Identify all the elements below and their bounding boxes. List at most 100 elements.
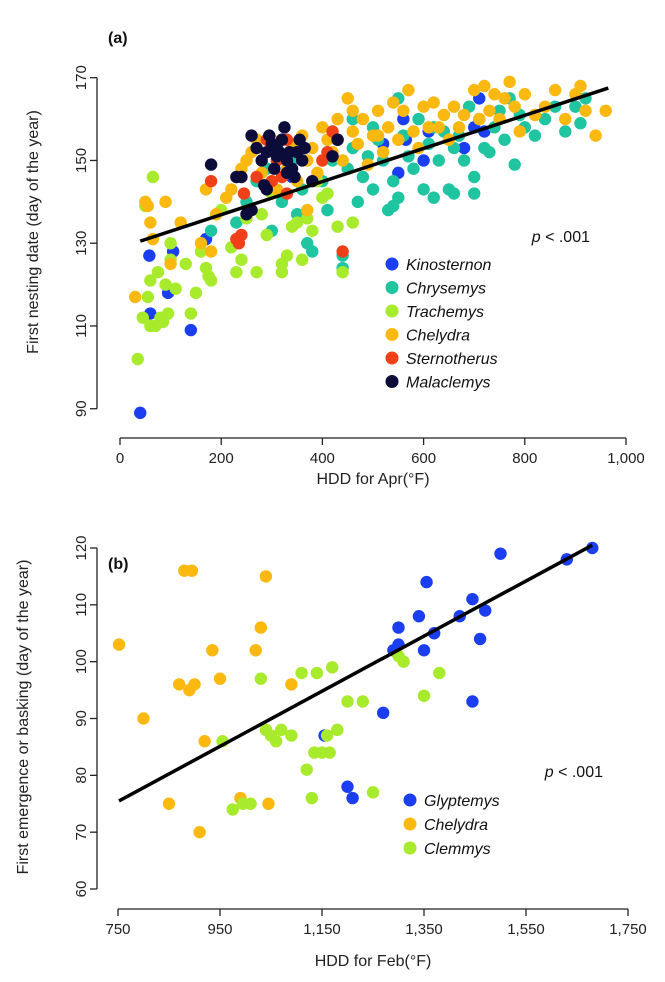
panel-a-point-chrysemys <box>498 133 511 146</box>
panel-a-point-chelydra <box>427 96 440 109</box>
panel-b-point-clemmys <box>323 746 336 759</box>
panel-a-point-sternotherus <box>235 228 248 242</box>
panel-b-p-rest: < .001 <box>554 764 603 781</box>
panel-a-point-trachemys <box>260 228 273 242</box>
panel-b-point-clemmys <box>300 763 313 776</box>
panel-a-point-malaclemys <box>275 133 289 146</box>
panel-b-point-glyptemys <box>346 791 359 805</box>
panel-a-point-chelydra <box>316 121 329 134</box>
panel-b-p-symbol: p <box>544 764 554 781</box>
panel-b-point-glyptemys <box>392 621 405 634</box>
panel-b-point-chelydra <box>173 678 186 691</box>
panel-b-point-glyptemys <box>473 632 487 646</box>
panel-b-legend-swatch-glyptemys <box>403 793 417 807</box>
panel-a-y-tick-label: 90 <box>73 400 90 417</box>
panel-b-point-clemmys <box>397 655 410 668</box>
panel-a-point-malaclemys <box>278 121 291 134</box>
panel-a-legend: Kinosternon Chrysemys Trachemys Chelydra Ste… <box>385 257 498 392</box>
panel-b-y-tick-label: 70 <box>73 824 90 841</box>
panel-a-point-chelydra <box>301 203 314 217</box>
panel-a-point-chelydra <box>589 129 602 142</box>
panel-b-point-clemmys <box>341 695 354 708</box>
panel-b-point-clemmys <box>226 803 239 816</box>
panel-b-point-clemmys <box>285 729 298 742</box>
panel-a-point-chelydra <box>194 237 208 250</box>
panel-a-y-title: First nesting date (day of the year) <box>25 110 42 354</box>
panel-a-point-chrysemys <box>569 100 582 113</box>
panel-b-point-clemmys <box>356 695 369 708</box>
panel-a-point-chelydra <box>392 133 405 146</box>
panel-a-point-chelydra <box>346 104 359 117</box>
panel-a-point-malaclemys <box>250 141 263 155</box>
panel-a-label: (a) <box>108 30 128 47</box>
panel-a-point-trachemys <box>321 187 334 200</box>
panel-a-p-symbol: p <box>531 229 541 246</box>
panel-a-point-trachemys <box>290 216 304 229</box>
panel-b-x-title: HDD for Feb(°F) <box>315 953 432 970</box>
panel-b-point-clemmys <box>433 666 446 680</box>
panel-a-point-chelydra <box>144 216 157 229</box>
panel-a-legend-swatch-sternotherus <box>385 351 399 365</box>
panel-b-point-chelydra <box>259 570 273 583</box>
panel-a-point-trachemys <box>306 224 319 237</box>
panel-a-point-chelydra <box>452 121 466 134</box>
panel-a-point-chrysemys <box>559 125 572 138</box>
panel-a-legend-label-trachemys: Trachemys <box>406 304 484 321</box>
panel-a-legend-label-chrysemys: Chrysemys <box>406 281 486 298</box>
panel-a-regression-line <box>139 86 609 243</box>
panel-a-legend-swatch-chelydra <box>385 328 399 341</box>
panel-a-point-chelydra <box>331 112 344 126</box>
panel-a-point-chelydra <box>574 79 587 93</box>
panel-a-point-malaclemys <box>295 154 309 167</box>
panel-b-point-clemmys <box>269 735 283 748</box>
panel-a-axes: 90 110 130 150 170 0 200 400 600 800 1,000 <box>73 65 645 467</box>
panel-a-legend-swatch-malaclemys <box>385 375 399 388</box>
panel-a-point-chrysemys <box>457 154 471 167</box>
panel-a-p-value: p < .001 <box>531 229 590 246</box>
panel-a-point-chrysemys <box>508 158 521 171</box>
panel-b-point-chelydra <box>188 678 201 691</box>
panel-a-y-tick-label: 150 <box>73 148 90 173</box>
panel-a-point-chrysemys <box>407 162 420 175</box>
panel-a-legend-label-sternotherus: Sternotherus <box>406 351 498 368</box>
panel-b-point-clemmys <box>254 672 267 685</box>
panel-a-x-tick-label: 200 <box>209 450 234 467</box>
panel-a-legend-swatch-trachemys <box>385 304 399 318</box>
panel-a-point-trachemys <box>169 282 182 295</box>
panel-b-point-clemmys <box>295 666 308 680</box>
panel-a-point-chelydra <box>371 104 385 117</box>
panel-a-point-chrysemys <box>321 203 334 217</box>
panel-b-point-glyptemys <box>466 592 479 606</box>
panel-a-point-chelydra <box>518 88 531 101</box>
panel-a-point-chrysemys <box>447 187 461 200</box>
panel-b-point-clemmys <box>310 666 324 680</box>
panel-b-y-tick-label: 80 <box>73 767 90 784</box>
panel-b-x-tick-label: 1,350 <box>405 921 443 938</box>
panel-a-point-chelydra <box>407 125 420 138</box>
panel-a-point-kinosternon <box>417 154 430 167</box>
panel-a-point-trachemys <box>346 216 359 229</box>
panel-a-point-chrysemys <box>574 117 587 130</box>
panel-b-p-value: p < .001 <box>544 764 603 781</box>
panel-a-x-tick-label: 600 <box>411 450 436 467</box>
panel-b-legend-swatch-chelydra <box>403 817 417 831</box>
panel-a-point-chelydra <box>548 83 562 97</box>
panel-b-point-clemmys <box>275 723 288 737</box>
panel-b-point-clemmys <box>326 661 339 674</box>
panel-b-point-chelydra <box>112 638 126 651</box>
panel-a-y-tick-label: 110 <box>73 314 90 338</box>
panel-a-point-trachemys <box>136 311 149 324</box>
panel-b-axes: 60 70 80 90 100 110 120 750 950 1,150 1,350 1,550 1,… <box>73 535 647 938</box>
panel-a-x-tick-label: 800 <box>512 450 537 467</box>
panel-a-point-chelydra <box>478 79 491 93</box>
panel-b-point-glyptemys <box>494 547 507 560</box>
panel-a-point-chrysemys <box>387 174 400 188</box>
panel-b-point-chelydra <box>137 712 150 725</box>
panel-b-y-tick-label: 100 <box>73 649 90 674</box>
panel-b-y-tick-label: 90 <box>73 710 90 727</box>
panel-a-legend-swatch-chrysemys <box>385 281 399 294</box>
panel-b-legend: Glyptemys Chelydra Clemmys <box>403 793 500 858</box>
panel-a-point-chrysemys <box>387 199 400 213</box>
panel-a-point-chelydra <box>513 125 526 138</box>
panel-b-y-tick-label: 120 <box>73 535 90 560</box>
